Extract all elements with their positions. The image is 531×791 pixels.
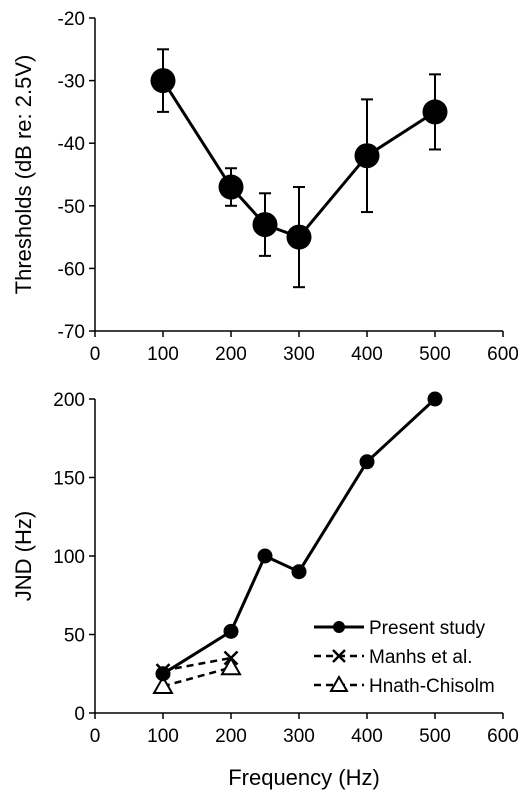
x-tick-label: 200 xyxy=(215,344,247,365)
data-point xyxy=(427,391,443,407)
data-point xyxy=(257,548,273,564)
data-point xyxy=(150,68,176,94)
data-point xyxy=(223,650,239,666)
y-tick-label: 150 xyxy=(53,469,85,490)
x-tick-label: 100 xyxy=(147,726,179,747)
data-point xyxy=(252,212,278,238)
x-tick-label: 500 xyxy=(419,344,451,365)
x-tick-label: 600 xyxy=(487,726,519,747)
x-tick-label: 0 xyxy=(90,726,101,747)
y-axis-title: JND (Hz) xyxy=(11,511,36,601)
y-axis-title: Thresholds (dB re: 2.5V) xyxy=(11,55,36,295)
legend-marker xyxy=(332,649,346,663)
x-tick-label: 600 xyxy=(487,344,519,365)
x-tick-label: 300 xyxy=(283,726,315,747)
x-tick-label: 300 xyxy=(283,344,315,365)
legend-marker xyxy=(329,674,349,692)
legend-label: Present study xyxy=(369,618,486,639)
legend-label: Manhs et al. xyxy=(369,647,473,668)
legend: Present study Manhs et al. Hnath-Chisolm xyxy=(314,618,495,697)
y-tick-label: -30 xyxy=(58,72,85,93)
data-point xyxy=(354,143,380,169)
legend-marker xyxy=(333,621,345,633)
y-tick-label: -50 xyxy=(58,197,85,218)
x-tick-label: 0 xyxy=(90,344,101,365)
threshold-chart: -70 -60 -50 -40 -30 -20 0 100 200 300 400 500 600 Thr… xyxy=(11,9,519,365)
x-tick-label: 400 xyxy=(351,344,383,365)
y-tick-label: 0 xyxy=(74,704,85,725)
y-tick-label: 200 xyxy=(53,390,85,411)
data-point xyxy=(291,564,307,580)
data-point xyxy=(155,666,171,682)
x-tick-label: 400 xyxy=(351,726,383,747)
data-point xyxy=(422,99,448,125)
data-point xyxy=(218,174,244,200)
data-point xyxy=(359,454,375,470)
x-tick-label: 200 xyxy=(215,726,247,747)
y-tick-label: -20 xyxy=(58,9,85,30)
x-tick-label: 100 xyxy=(147,344,179,365)
data-point xyxy=(152,675,174,695)
y-tick-label: 50 xyxy=(64,626,85,647)
data-point xyxy=(223,623,239,639)
x-axis-title: Frequency (Hz) xyxy=(228,765,380,790)
data-point xyxy=(286,224,312,250)
series-line xyxy=(161,79,436,239)
legend-label: Hnath-Chisolm xyxy=(369,676,495,697)
y-tick-label: -70 xyxy=(58,322,85,343)
series-line xyxy=(162,666,232,688)
series-line xyxy=(162,397,437,676)
y-tick-label: 100 xyxy=(53,547,85,568)
data-point xyxy=(220,656,242,676)
x-tick-label: 500 xyxy=(419,726,451,747)
jnd-chart: 0 50 100 150 200 0 100 200 300 400 500 600 JND (Hz) F… xyxy=(11,390,519,790)
y-tick-label: -40 xyxy=(58,134,85,155)
y-tick-label: -60 xyxy=(58,259,85,280)
